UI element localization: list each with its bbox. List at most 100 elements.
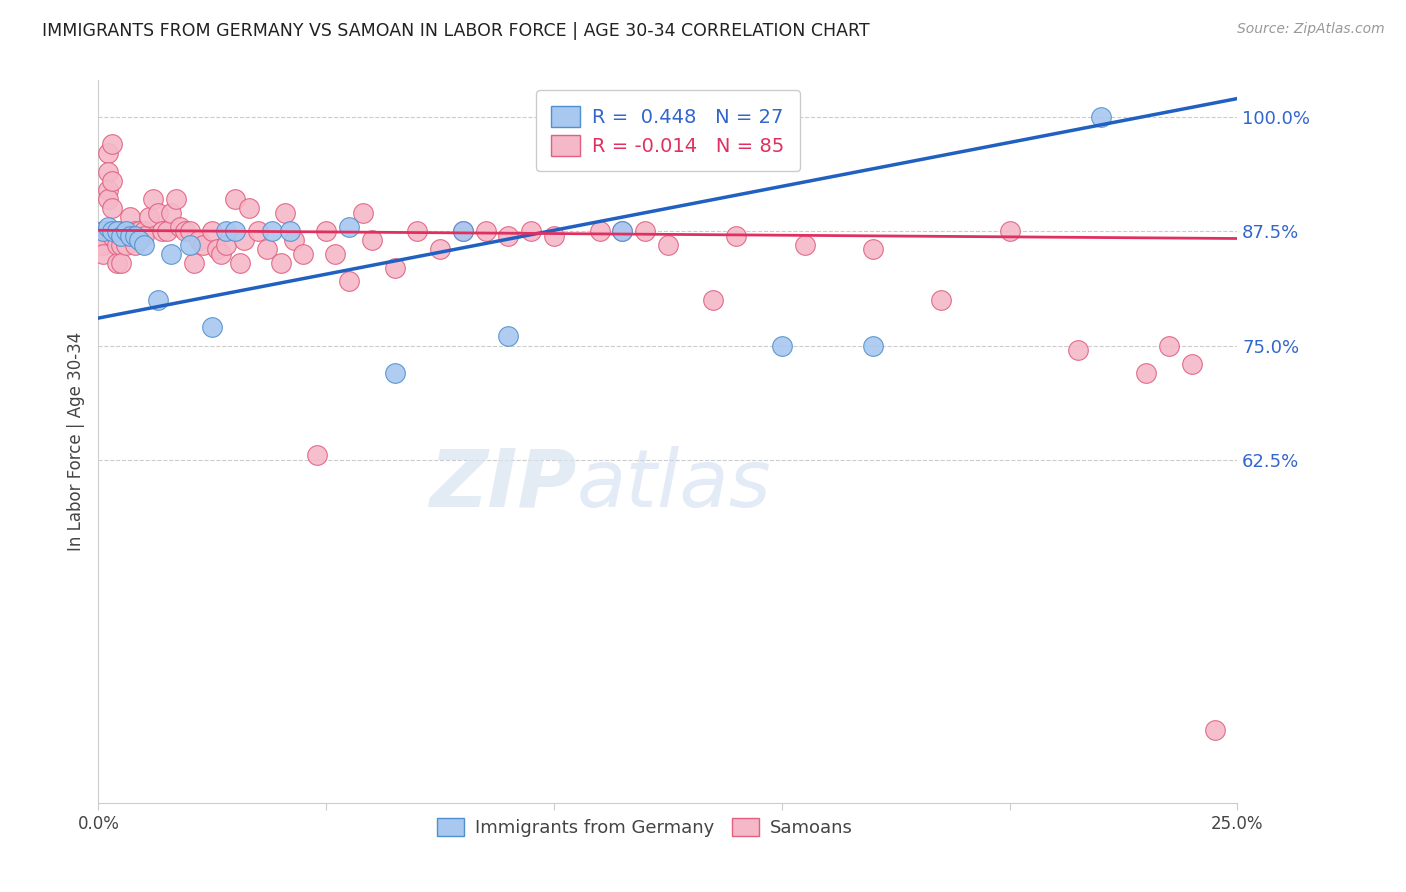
Point — [588, 224, 610, 238]
Point — [132, 238, 155, 252]
Point — [1204, 723, 1226, 737]
Point — [474, 224, 496, 238]
Point — [156, 224, 179, 238]
Point — [278, 224, 301, 238]
Point — [101, 137, 124, 152]
Point — [352, 206, 374, 220]
Point — [246, 224, 269, 238]
Point — [283, 233, 305, 247]
Point — [120, 228, 142, 243]
Text: ZIP: ZIP — [429, 446, 576, 524]
Point — [187, 233, 209, 247]
Point — [114, 224, 136, 238]
Point — [91, 224, 114, 238]
Point — [101, 202, 124, 216]
Point — [91, 224, 114, 238]
Point — [238, 202, 260, 216]
Point — [91, 228, 114, 243]
Point — [657, 238, 679, 252]
Point — [110, 238, 132, 252]
Point — [128, 233, 150, 247]
Point — [337, 275, 360, 289]
Point — [96, 146, 118, 161]
Point — [634, 224, 657, 238]
Point — [146, 293, 169, 307]
Point — [929, 293, 952, 307]
Point — [451, 224, 474, 238]
Point — [114, 238, 136, 252]
Point — [101, 224, 124, 238]
Text: Source: ZipAtlas.com: Source: ZipAtlas.com — [1237, 22, 1385, 37]
Point — [183, 256, 205, 270]
Point — [105, 256, 128, 270]
Point — [725, 228, 748, 243]
Point — [120, 211, 142, 225]
Point — [132, 224, 155, 238]
Point — [228, 256, 250, 270]
Point — [1157, 338, 1180, 352]
Point — [224, 224, 246, 238]
Point — [292, 247, 315, 261]
Point — [429, 243, 451, 257]
Point — [498, 329, 520, 343]
Point — [406, 224, 429, 238]
Point — [105, 224, 128, 238]
Point — [384, 260, 406, 275]
Point — [96, 165, 118, 179]
Point — [215, 238, 238, 252]
Point — [451, 224, 474, 238]
Point — [91, 238, 114, 252]
Y-axis label: In Labor Force | Age 30-34: In Labor Force | Age 30-34 — [66, 332, 84, 551]
Point — [315, 224, 337, 238]
Point — [360, 233, 382, 247]
Point — [150, 224, 173, 238]
Point — [1135, 366, 1157, 380]
Point — [110, 256, 132, 270]
Point — [101, 224, 124, 238]
Point — [543, 151, 565, 165]
Point — [96, 224, 118, 238]
Point — [862, 338, 884, 352]
Point — [793, 238, 815, 252]
Point — [862, 243, 884, 257]
Point — [91, 247, 114, 261]
Point — [169, 219, 191, 234]
Point — [1181, 357, 1204, 371]
Point — [612, 224, 634, 238]
Point — [146, 206, 169, 220]
Point — [1090, 110, 1112, 124]
Point — [179, 238, 201, 252]
Point — [120, 228, 142, 243]
Point — [270, 256, 292, 270]
Point — [998, 224, 1021, 238]
Point — [101, 174, 124, 188]
Point — [274, 206, 297, 220]
Point — [179, 224, 201, 238]
Point — [165, 192, 187, 206]
Point — [770, 338, 793, 352]
Point — [201, 224, 224, 238]
Point — [132, 228, 155, 243]
Point — [384, 366, 406, 380]
Point — [160, 247, 183, 261]
Point — [124, 224, 146, 238]
Point — [215, 224, 238, 238]
Point — [498, 228, 520, 243]
Point — [307, 448, 329, 462]
Point — [260, 224, 283, 238]
Point — [323, 247, 346, 261]
Text: IMMIGRANTS FROM GERMANY VS SAMOAN IN LABOR FORCE | AGE 30-34 CORRELATION CHART: IMMIGRANTS FROM GERMANY VS SAMOAN IN LAB… — [42, 22, 870, 40]
Point — [193, 238, 215, 252]
Point — [201, 320, 224, 334]
Point — [96, 219, 118, 234]
Point — [114, 224, 136, 238]
Point — [520, 224, 543, 238]
Point — [138, 211, 160, 225]
Point — [224, 192, 246, 206]
Point — [337, 219, 360, 234]
Point — [96, 192, 118, 206]
Point — [124, 238, 146, 252]
Point — [543, 228, 565, 243]
Point — [96, 183, 118, 197]
Point — [174, 224, 197, 238]
